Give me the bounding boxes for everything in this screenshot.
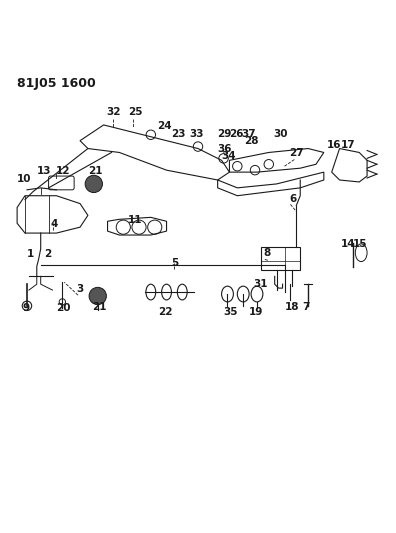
Text: 37: 37 [242,128,257,139]
Text: 36: 36 [217,144,232,155]
Text: 17: 17 [341,140,356,150]
Text: 15: 15 [353,239,367,249]
Text: 30: 30 [273,128,288,139]
Text: 26: 26 [229,128,244,139]
Text: 23: 23 [171,128,186,139]
Text: 13: 13 [36,166,51,176]
Text: 8: 8 [263,248,270,258]
Text: 25: 25 [128,107,142,117]
Text: 14: 14 [341,239,356,249]
Text: 2: 2 [44,248,51,259]
Text: 21: 21 [89,166,103,176]
Text: 28: 28 [245,136,259,147]
Text: 19: 19 [249,306,263,317]
Text: 7: 7 [303,302,310,312]
Text: 33: 33 [190,128,204,139]
Text: 16: 16 [326,140,341,150]
Text: 5: 5 [171,259,179,268]
Text: 29: 29 [217,128,232,139]
Circle shape [89,287,107,305]
Text: 34: 34 [221,151,236,160]
Text: 11: 11 [128,215,142,225]
Text: 9: 9 [22,303,29,313]
Text: 20: 20 [56,303,71,313]
Text: 22: 22 [158,306,173,317]
Text: 24: 24 [157,121,172,131]
Text: 27: 27 [289,148,304,158]
Text: 81J05 1600: 81J05 1600 [17,77,96,90]
Text: 32: 32 [106,107,121,117]
Text: 4: 4 [51,219,58,229]
Text: 18: 18 [284,302,299,312]
Text: 6: 6 [289,194,297,204]
Text: 35: 35 [223,306,238,317]
Text: 12: 12 [56,166,71,176]
Text: 3: 3 [76,284,84,294]
Text: 1: 1 [27,248,34,259]
Text: 31: 31 [254,279,268,289]
Text: 21: 21 [91,302,106,312]
Text: 10: 10 [17,174,31,184]
Circle shape [85,175,103,192]
